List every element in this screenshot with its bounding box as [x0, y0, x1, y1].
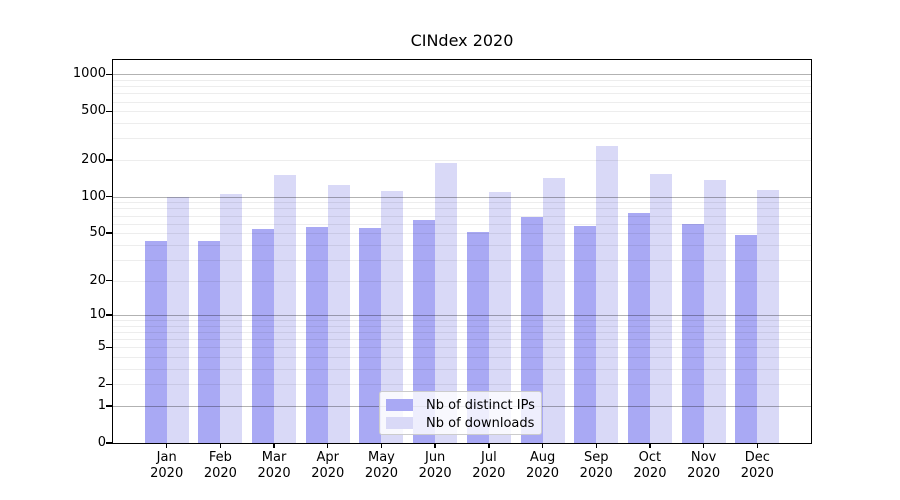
y-tick-label-20: 20	[89, 272, 106, 288]
bar-downloads-may	[381, 190, 404, 443]
x-tick-label-may: May 2020	[364, 450, 398, 481]
bar-distinct-ips-dec	[735, 235, 758, 443]
x-tick-mark-mar	[273, 443, 275, 448]
bar-downloads-sep	[596, 146, 619, 443]
bar-distinct-ips-oct	[627, 213, 650, 443]
y-tick-label-2: 2	[97, 376, 106, 392]
bar-downloads-feb	[220, 193, 243, 443]
bars-layer	[113, 60, 811, 443]
bar-distinct-ips-apr	[305, 227, 328, 443]
x-tick-mark-jan	[165, 443, 168, 448]
bar-distinct-ips-nov	[681, 223, 704, 443]
legend: Nb of distinct IPs Nb of downloads	[379, 391, 542, 435]
bar-downloads-apr	[327, 184, 350, 443]
x-tick-label-oct: Oct 2020	[633, 450, 667, 481]
y-tick-label-100: 100	[81, 188, 106, 204]
x-tick-label-apr: Apr 2020	[311, 450, 345, 481]
x-tick-label-nov: Nov 2020	[687, 450, 721, 481]
y-tick-label-10: 10	[89, 307, 106, 323]
y-tick-mark-50	[106, 232, 112, 234]
y-tick-label-5: 5	[97, 339, 106, 355]
bar-distinct-ips-mar	[252, 229, 275, 443]
legend-label-downloads: Nb of downloads	[426, 415, 535, 431]
x-tick-mark-feb	[219, 443, 222, 448]
y-tick-mark-5	[106, 346, 112, 349]
bar-downloads-jan	[166, 196, 189, 443]
bar-distinct-ips-feb	[198, 241, 221, 443]
bar-downloads-mar	[274, 174, 297, 443]
x-tick-mark-aug	[541, 443, 544, 448]
x-tick-label-sep: Sep 2020	[579, 450, 613, 481]
bar-downloads-dec	[757, 189, 780, 443]
y-tick-label-200: 200	[81, 151, 106, 167]
x-tick-label-mar: Mar 2020	[257, 450, 291, 481]
bar-distinct-ips-jul	[466, 232, 489, 443]
y-tick-mark-100	[106, 196, 112, 198]
legend-swatch-downloads	[386, 417, 413, 429]
x-tick-mark-dec	[756, 443, 758, 448]
bar-downloads-aug	[542, 177, 565, 443]
x-tick-mark-oct	[649, 443, 651, 448]
chart-title: CINdex 2020	[410, 31, 514, 50]
bar-distinct-ips-may	[359, 228, 382, 443]
y-tick-label-500: 500	[81, 103, 106, 119]
y-tick-mark-2	[106, 383, 112, 386]
x-tick-mark-jun	[434, 443, 436, 448]
x-tick-mark-may	[380, 443, 383, 448]
legend-swatch-distinct-ips	[386, 399, 413, 411]
y-tick-mark-20	[106, 279, 112, 282]
bar-distinct-ips-sep	[574, 226, 597, 443]
bar-distinct-ips-jun	[413, 220, 436, 443]
legend-label-distinct-ips: Nb of distinct IPs	[426, 397, 535, 413]
x-tick-label-jul: Jul 2020	[472, 450, 506, 481]
bar-downloads-nov	[703, 179, 726, 443]
y-tick-mark-500	[106, 110, 112, 112]
x-tick-mark-apr	[327, 443, 329, 448]
y-tick-mark-0	[106, 442, 112, 444]
y-tick-mark-1000	[106, 73, 112, 75]
bar-distinct-ips-jan	[144, 241, 167, 443]
bar-downloads-jul	[488, 191, 511, 443]
legend-item-distinct-ips: Nb of distinct IPs	[386, 396, 541, 414]
x-tick-label-feb: Feb 2020	[203, 450, 237, 481]
x-tick-mark-sep	[595, 443, 597, 448]
x-tick-label-jan: Jan 2020	[150, 450, 184, 481]
y-tick-label-0: 0	[97, 435, 106, 450]
y-tick-mark-200	[106, 159, 112, 161]
bar-distinct-ips-aug	[520, 217, 543, 443]
plot-area	[113, 60, 811, 443]
y-tick-mark-10	[106, 314, 112, 316]
y-tick-label-1: 1	[97, 398, 106, 413]
x-tick-label-aug: Aug 2020	[525, 450, 560, 481]
legend-item-downloads: Nb of downloads	[386, 414, 541, 432]
x-tick-mark-nov	[702, 443, 705, 448]
y-tick-label-1000: 1000	[72, 66, 106, 82]
y-tick-label-50: 50	[89, 225, 106, 241]
bar-downloads-jun	[435, 162, 458, 443]
x-tick-mark-jul	[488, 443, 490, 448]
x-tick-label-dec: Dec 2020	[740, 450, 774, 481]
x-tick-label-jun: Jun 2020	[418, 450, 452, 481]
bar-downloads-oct	[649, 173, 672, 443]
y-tick-mark-1	[106, 405, 112, 407]
